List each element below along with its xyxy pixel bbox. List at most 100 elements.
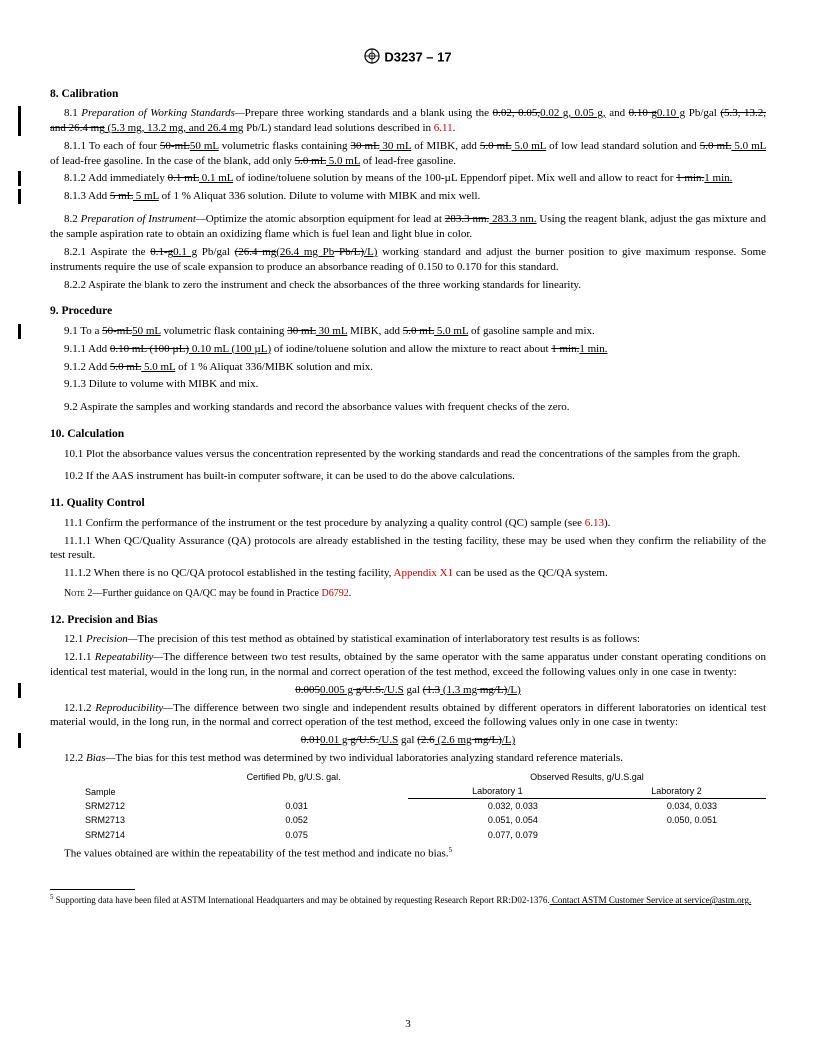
txt: 11.1.2 When there is no QC/QA protocol e… <box>64 567 394 579</box>
inserted-text: (2.6 mg <box>435 734 472 746</box>
txt: of low lead standard solution and <box>546 140 700 152</box>
deleted-text: (26.4 mg <box>235 246 277 258</box>
inserted-text: Contact ASTM Customer Service at service… <box>550 895 752 905</box>
cell: 0.032, 0.033 <box>408 799 587 814</box>
txt: of iodine/toluene solution by means of t… <box>233 172 676 184</box>
txt: and <box>606 107 629 119</box>
txt: 12.1.2 <box>64 702 95 714</box>
txt: The precision of this test method as obt… <box>138 633 641 645</box>
deleted-text: 30 mL <box>287 325 316 337</box>
bias-table: Sample Certified Pb, g/U.S. gal. Observe… <box>50 770 766 842</box>
astm-logo-icon <box>364 48 380 69</box>
para-11-1-2: 11.1.2 When there is no QC/QA protocol e… <box>50 566 766 581</box>
deleted-text: 5.0 mL <box>480 140 512 152</box>
txt: 8.1 <box>64 107 81 119</box>
txt: can be used as the QC/QA system. <box>453 567 608 579</box>
txt: MIBK, add <box>347 325 403 337</box>
txt: The values obtained are within the repea… <box>64 847 449 859</box>
txt: . <box>349 588 352 599</box>
txt: volumetric flasks containing <box>219 140 351 152</box>
txt: ). <box>604 517 610 529</box>
para-8-1-2: 8.1.2 Add immediately 0.1 mL 0.1 mL of i… <box>50 171 766 186</box>
inserted-text: 5.0 mL <box>731 140 766 152</box>
txt: 9.1.1 Add <box>64 343 110 355</box>
run-in-head: Precision— <box>86 633 138 645</box>
section-10-head: 10. Calculation <box>50 427 766 443</box>
col-sample: Sample <box>50 770 179 799</box>
deleted-text: 50-mL <box>160 140 190 152</box>
deleted-text: 1 min. <box>551 343 579 355</box>
inserted-text: 0.10 mL (100 µL) <box>189 343 271 355</box>
deleted-text: (1.3 <box>423 684 440 696</box>
cell: 0.052 <box>179 813 408 827</box>
cell: SRM2713 <box>50 813 179 827</box>
inserted-text: 5.0 mL <box>434 325 468 337</box>
inserted-text: 5.0 mL <box>141 361 175 373</box>
txt: 8.2.1 Aspirate the <box>64 246 150 258</box>
txt: gal <box>404 684 423 696</box>
para-9-2: 9.2 Aspirate the samples and working sta… <box>50 400 766 415</box>
table-row: SRM2712 0.031 0.032, 0.033 0.034, 0.033 <box>50 799 766 814</box>
inserted-text: 0.01 g <box>320 734 348 746</box>
txt: of 1 % Aliquat 336 solution. Dilute to v… <box>159 190 480 202</box>
cell: 0.034, 0.033 <box>587 799 766 814</box>
txt: volumetric flask containing <box>161 325 287 337</box>
cross-ref[interactable]: 6.13 <box>585 517 604 529</box>
txt: of 1 % Aliquat 336/MIBK solution and mix… <box>175 361 373 373</box>
inserted-text: 30 mL <box>316 325 347 337</box>
deleted-text: 1 min. <box>676 172 704 184</box>
cell: 0.077, 0.079 <box>408 828 587 842</box>
para-8-2: 8.2 Preparation of Instrument—Optimize t… <box>50 212 766 242</box>
equation-reproducibility: 0.010.01 g g/U.S./U.S gal (2.6 (2.6 mg m… <box>50 733 766 748</box>
para-8-1: 8.1 Preparation of Working Standards—Pre… <box>50 106 766 136</box>
footnote-5: 5 Supporting data have been filed at AST… <box>50 893 766 906</box>
txt: Pb/gal <box>197 246 235 258</box>
txt: Pb/L) standard lead solutions described … <box>243 122 433 134</box>
para-10-2: 10.2 If the AAS instrument has built-in … <box>50 469 766 484</box>
para-11-1: 11.1 Confirm the performance of the inst… <box>50 516 766 531</box>
deleted-text: 0.01 <box>301 734 320 746</box>
cell: 0.051, 0.054 <box>408 813 587 827</box>
deleted-text: 0.10 g <box>629 107 657 119</box>
inserted-text: 0.10 g <box>657 107 685 119</box>
inserted-text: (5.3 mg, 13.2 mg, and 26.4 mg <box>105 122 244 134</box>
cross-ref[interactable]: 6.11 <box>434 122 453 134</box>
txt: Supporting data have been filed at ASTM … <box>54 895 550 905</box>
para-8-2-1: 8.2.1 Aspirate the 0.1-g0.1 g Pb/gal (26… <box>50 245 766 275</box>
col-lab1: Laboratory 1 <box>408 784 587 799</box>
footnote-separator <box>50 889 135 890</box>
cross-ref[interactable]: Appendix X1 <box>394 567 454 579</box>
inserted-text: 0.005 g <box>320 684 353 696</box>
inserted-text: 30 mL <box>379 140 411 152</box>
equation-repeatability: 0.0050.005 g g/U.S./U.S gal (1.3 (1.3 mg… <box>50 683 766 698</box>
run-in-head: Bias— <box>86 752 115 764</box>
inserted-text: /U.S <box>384 684 404 696</box>
deleted-text: 0.02, 0.05, <box>493 107 541 119</box>
para-12-end: The values obtained are within the repea… <box>50 846 766 862</box>
txt: 8.1.3 Add <box>64 190 110 202</box>
cell: SRM2714 <box>50 828 179 842</box>
deleted-text: 283.3 nm. <box>445 213 489 225</box>
section-12-head: 12. Precision and Bias <box>50 613 766 629</box>
txt: 12.1.1 <box>64 651 95 663</box>
deleted-text: 50-mL <box>102 325 132 337</box>
footnote-ref[interactable]: 5 <box>449 846 453 854</box>
section-9-head: 9. Procedure <box>50 304 766 320</box>
inserted-text: 1 min. <box>704 172 732 184</box>
inserted-text: (1.3 mg <box>440 684 477 696</box>
deleted-text: 5.0 mL <box>700 140 732 152</box>
run-in-head: Reproducibility— <box>95 702 173 714</box>
col-certified: Certified Pb, g/U.S. gal. <box>179 770 408 799</box>
para-10-1: 10.1 Plot the absorbance values versus t… <box>50 447 766 462</box>
para-12-2: 12.2 Bias—The bias for this test method … <box>50 751 766 766</box>
txt: 8.1.1 To each of four <box>64 140 160 152</box>
inserted-text: /L) <box>507 684 520 696</box>
cross-ref[interactable]: D6792 <box>321 588 348 599</box>
txt: of iodine/toluene solution and allow the… <box>271 343 551 355</box>
note-label: Note <box>64 588 85 599</box>
txt: 9.1.2 Add <box>64 361 110 373</box>
txt: 12.1 <box>64 633 86 645</box>
inserted-text: 0.1 g <box>173 246 197 258</box>
inserted-text: /L) <box>502 734 515 746</box>
run-in-head: Repeatability— <box>95 651 163 663</box>
